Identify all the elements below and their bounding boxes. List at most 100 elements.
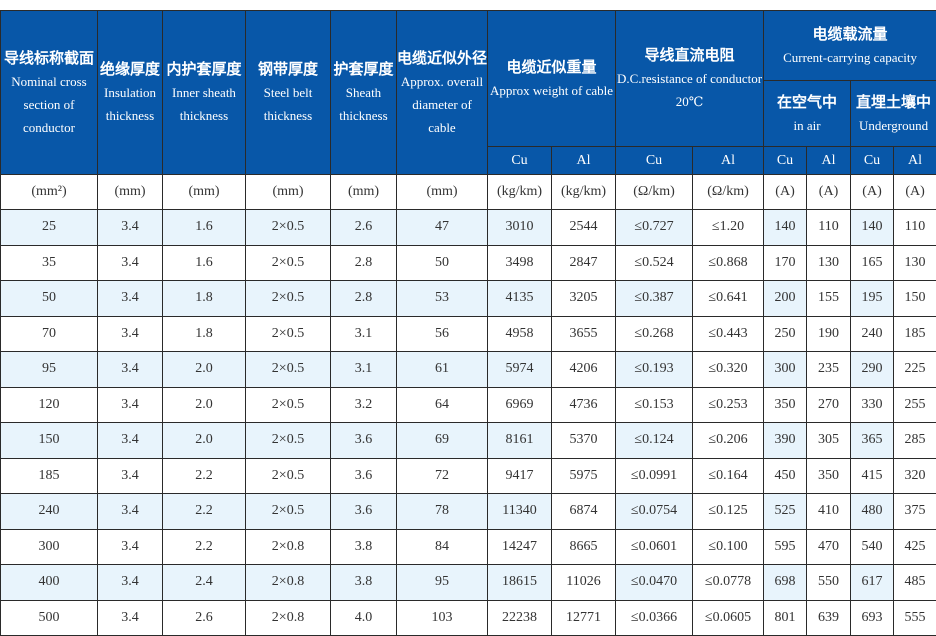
table-cell: 50 [0, 280, 98, 317]
unit-cell: (A) [763, 174, 808, 210]
table-row: 50 3.4 1.8 2×0.5 2.8 53 4135 3205 ≤0.387 ≤0.641 20… [0, 280, 936, 317]
table-cell: ≤0.641 [692, 280, 765, 317]
table-cell: ≤1.20 [692, 209, 765, 246]
header-cu: Cu [763, 146, 808, 175]
table-cell: 185 [0, 457, 98, 494]
table-cell: 300 [763, 351, 808, 388]
header-cu: Cu [615, 146, 694, 175]
table-cell: 78 [396, 493, 488, 530]
table-cell: 150 [0, 422, 98, 459]
table-cell: 595 [763, 528, 808, 565]
table-cell: ≤0.0754 [615, 493, 694, 530]
table-row: 150 3.4 2.0 2×0.5 3.6 69 8161 5370 ≤0.124 ≤0.206 3… [0, 422, 936, 459]
table-cell: ≤0.0601 [615, 528, 694, 565]
table-cell: ≤0.0366 [615, 599, 694, 636]
table-cell: 4736 [550, 386, 617, 423]
unit-cell: (A) [850, 174, 895, 210]
units-row: (mm²) (mm) (mm) (mm) (mm) (mm) (kg/km) (kg/km)(… [0, 174, 936, 210]
table-cell: 2.8 [330, 244, 397, 281]
table-cell: 4206 [550, 351, 617, 388]
table-cell: 350 [806, 457, 852, 494]
table-cell: 3.4 [97, 564, 163, 601]
table-cell: 2×0.8 [245, 599, 331, 636]
table-cell: 2.8 [330, 280, 397, 317]
table-cell: 2×0.5 [245, 351, 331, 388]
table-cell: 365 [850, 422, 895, 459]
header-al: Al [893, 146, 936, 175]
table-cell: ≤0.0991 [615, 457, 694, 494]
table-cell: 698 [763, 564, 808, 601]
table-cell: 550 [806, 564, 852, 601]
table-cell: 140 [850, 209, 895, 246]
table-cell: 2.0 [162, 422, 246, 459]
table-cell: ≤0.193 [615, 351, 694, 388]
table-cell: 3.4 [97, 209, 163, 246]
table-cell: 64 [396, 386, 488, 423]
table-cell: 255 [893, 386, 936, 423]
unit-cell: (mm²) [0, 174, 98, 210]
header-inner-sheath: 内护套厚度 Inner sheath thickness [162, 10, 246, 175]
table-row: 500 3.4 2.6 2×0.8 4.0 103 22238 12771 ≤0.0366 ≤0.… [0, 599, 936, 636]
table-cell: 1.8 [162, 315, 246, 352]
table-cell: 425 [893, 528, 936, 565]
table-cell: 3.1 [330, 315, 397, 352]
table-cell: 485 [893, 564, 936, 601]
table-cell: 22238 [487, 599, 552, 636]
table-row: 120 3.4 2.0 2×0.5 3.2 64 6969 4736 ≤0.153 ≤0.253 3… [0, 386, 936, 423]
table-cell: 1.6 [162, 209, 246, 246]
table-cell: 2×0.8 [245, 528, 331, 565]
table-body: 25 3.4 1.6 2×0.5 2.6 47 3010 2544 ≤0.727 ≤1.20 140… [0, 209, 936, 636]
table-cell: ≤0.124 [615, 422, 694, 459]
table-cell: 290 [850, 351, 895, 388]
table-cell: 170 [763, 244, 808, 281]
table-cell: 2544 [550, 209, 617, 246]
table-cell: ≤0.443 [692, 315, 765, 352]
table-cell: 11026 [550, 564, 617, 601]
table-cell: 3.4 [97, 351, 163, 388]
table-cell: 185 [893, 315, 936, 352]
table-cell: 56 [396, 315, 488, 352]
unit-cell: (mm) [245, 174, 331, 210]
table-cell: 103 [396, 599, 488, 636]
table-cell: 2×0.8 [245, 564, 331, 601]
header-underground: 直埋土壤中 Underground [850, 80, 936, 147]
table-cell: 639 [806, 599, 852, 636]
table-cell: 195 [850, 280, 895, 317]
table-cell: 95 [396, 564, 488, 601]
table-cell: 5974 [487, 351, 552, 388]
cable-spec-table: 导线标称截面 Nominal cross section of conductor… [0, 10, 936, 636]
table-cell: 3010 [487, 209, 552, 246]
header-sheath: 护套厚度 Sheath thickness [330, 10, 397, 175]
unit-cell: (A) [893, 174, 936, 210]
table-cell: 155 [806, 280, 852, 317]
table-cell: 3.4 [97, 244, 163, 281]
table-cell: 693 [850, 599, 895, 636]
table-cell: 300 [0, 528, 98, 565]
table-cell: 3.6 [330, 493, 397, 530]
header-diameter: 电缆近似外径 Approx. overall diameter of cable [396, 10, 488, 175]
table-cell: 3498 [487, 244, 552, 281]
table-cell: 3.4 [97, 422, 163, 459]
table-cell: ≤0.164 [692, 457, 765, 494]
table-cell: 130 [893, 244, 936, 281]
table-cell: 200 [763, 280, 808, 317]
header-cu: Cu [850, 146, 895, 175]
table-cell: 2.2 [162, 457, 246, 494]
header-resistance: 导线直流电阻 D.C.resistance of conductor 20℃ [615, 10, 765, 147]
table-cell: ≤0.125 [692, 493, 765, 530]
table-cell: 165 [850, 244, 895, 281]
table-cell: 2847 [550, 244, 617, 281]
unit-cell: (mm) [330, 174, 397, 210]
table-cell: 50 [396, 244, 488, 281]
table-cell: 3.8 [330, 528, 397, 565]
table-cell: 12771 [550, 599, 617, 636]
unit-cell: (mm) [396, 174, 488, 210]
table-cell: 9417 [487, 457, 552, 494]
table-cell: 2.4 [162, 564, 246, 601]
table-cell: 140 [763, 209, 808, 246]
table-cell: 2.6 [330, 209, 397, 246]
table-cell: 1.8 [162, 280, 246, 317]
table-row: 240 3.4 2.2 2×0.5 3.6 78 11340 6874 ≤0.0754 ≤0.12… [0, 493, 936, 530]
table-cell: 3.4 [97, 457, 163, 494]
table-cell: 235 [806, 351, 852, 388]
